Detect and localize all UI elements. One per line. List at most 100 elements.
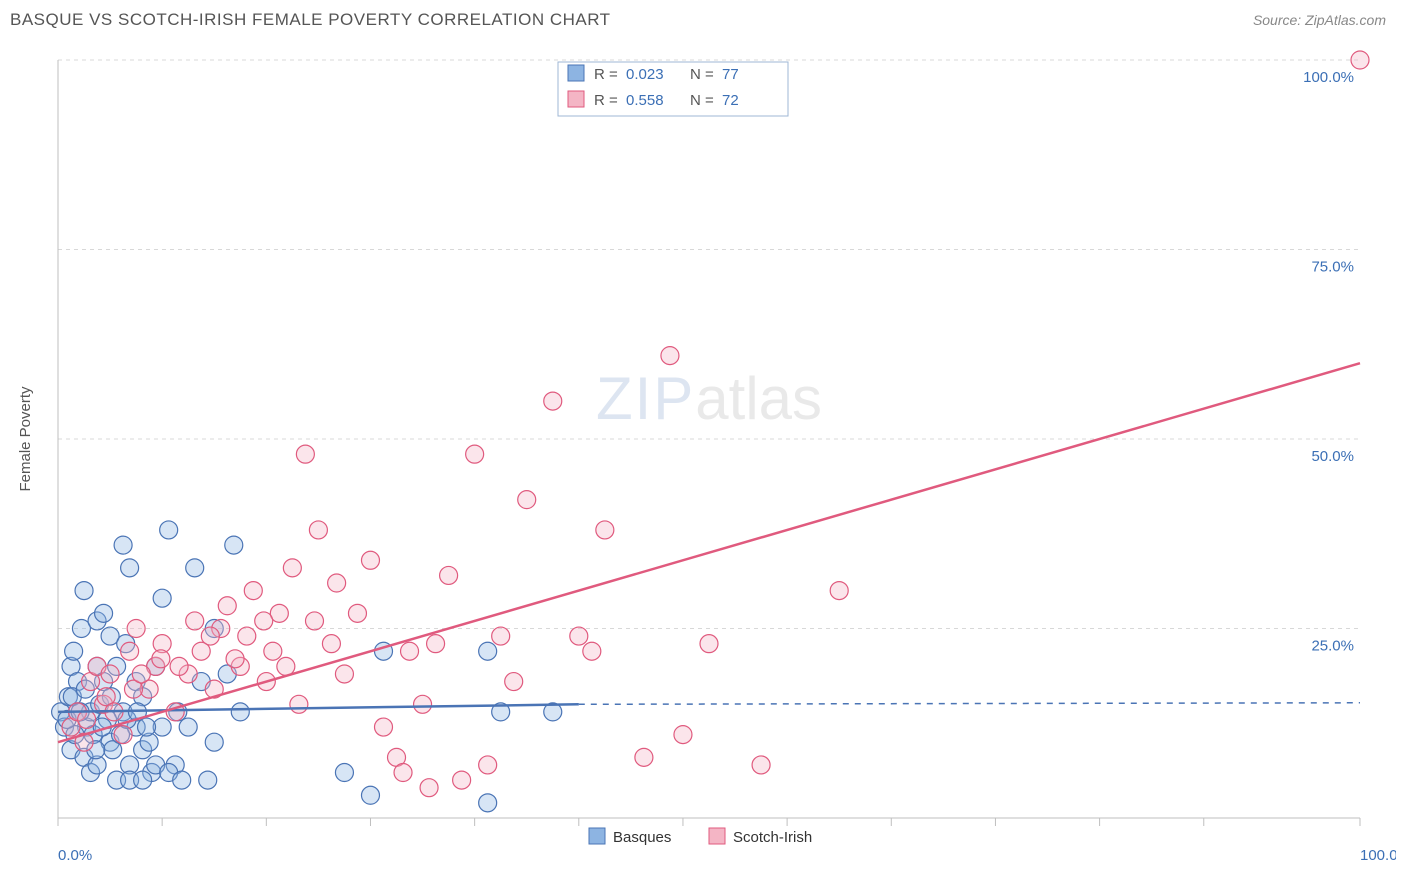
stats-N-label: N =: [690, 66, 714, 83]
data-point: [218, 597, 236, 615]
data-point: [375, 718, 393, 736]
x-tick-label: 100.0%: [1360, 847, 1396, 864]
y-tick-label: 50.0%: [1311, 448, 1354, 465]
data-point: [335, 764, 353, 782]
stats-R-value: 0.023: [626, 66, 664, 83]
trend-line: [58, 363, 1360, 742]
data-point: [226, 650, 244, 668]
data-point: [348, 604, 366, 622]
y-tick-label: 75.0%: [1311, 259, 1354, 276]
data-point: [296, 445, 314, 463]
data-point: [170, 657, 188, 675]
y-axis-label: Female Poverty: [17, 386, 34, 492]
data-point: [453, 771, 471, 789]
data-point: [255, 612, 273, 630]
data-point: [394, 764, 412, 782]
trend-line-extrapolated: [579, 703, 1360, 705]
chart-title: BASQUE VS SCOTCH-IRISH FEMALE POVERTY CO…: [10, 10, 611, 30]
data-point: [322, 635, 340, 653]
legend-swatch: [709, 828, 725, 844]
y-tick-label: 100.0%: [1303, 69, 1354, 86]
data-point: [160, 521, 178, 539]
data-point: [505, 673, 523, 691]
data-point: [114, 726, 132, 744]
source-label: Source: ZipAtlas.com: [1253, 12, 1386, 28]
data-point: [114, 536, 132, 554]
data-point: [830, 582, 848, 600]
data-point: [752, 756, 770, 774]
data-point: [492, 627, 510, 645]
data-point: [544, 392, 562, 410]
data-point: [138, 718, 156, 736]
stats-legend-box: [558, 62, 788, 116]
data-point: [277, 657, 295, 675]
data-point: [186, 559, 204, 577]
data-point: [121, 642, 139, 660]
data-point: [479, 756, 497, 774]
data-point: [328, 574, 346, 592]
y-tick-label: 25.0%: [1311, 638, 1354, 655]
legend-swatch: [589, 828, 605, 844]
data-point: [361, 786, 379, 804]
data-point: [305, 612, 323, 630]
data-point: [414, 695, 432, 713]
data-point: [205, 733, 223, 751]
correlation-scatter-chart: 25.0% 50.0% 75.0% 100.0% ZIPatlas 0.0% 100.0% F…: [10, 40, 1396, 882]
data-point: [309, 521, 327, 539]
data-point: [479, 642, 497, 660]
stats-N-label: N =: [690, 92, 714, 109]
data-point: [225, 536, 243, 554]
stats-N-value: 77: [722, 66, 739, 83]
data-point: [244, 582, 262, 600]
data-point: [401, 642, 419, 660]
data-point: [95, 604, 113, 622]
chart-container: 25.0% 50.0% 75.0% 100.0% ZIPatlas 0.0% 100.0% F…: [10, 40, 1396, 882]
data-point: [78, 710, 96, 728]
data-point: [201, 627, 219, 645]
data-point: [283, 559, 301, 577]
data-point: [518, 491, 536, 509]
data-point: [427, 635, 445, 653]
data-point: [335, 665, 353, 683]
data-point: [466, 445, 484, 463]
data-point: [152, 650, 170, 668]
data-point: [199, 771, 217, 789]
data-point: [596, 521, 614, 539]
data-point: [1351, 51, 1369, 69]
data-point: [635, 748, 653, 766]
data-point: [134, 771, 152, 789]
watermark: ZIPatlas: [596, 365, 822, 432]
data-point: [440, 566, 458, 584]
data-point: [361, 551, 379, 569]
data-point: [700, 635, 718, 653]
x-tick-label: 0.0%: [58, 847, 92, 864]
data-point: [290, 695, 308, 713]
data-point: [479, 794, 497, 812]
header: BASQUE VS SCOTCH-IRISH FEMALE POVERTY CO…: [0, 0, 1406, 36]
legend-swatch: [568, 91, 584, 107]
data-point: [186, 612, 204, 630]
stats-R-label: R =: [594, 66, 618, 83]
data-point: [75, 582, 93, 600]
data-point: [570, 627, 588, 645]
stats-R-value: 0.558: [626, 92, 664, 109]
data-point: [132, 665, 150, 683]
data-point: [179, 718, 197, 736]
data-point: [264, 642, 282, 660]
data-point: [173, 771, 191, 789]
legend-label: Basques: [613, 829, 671, 846]
data-point: [674, 726, 692, 744]
data-point: [238, 627, 256, 645]
data-point: [101, 665, 119, 683]
stats-R-label: R =: [594, 92, 618, 109]
stats-N-value: 72: [722, 92, 739, 109]
data-point: [127, 620, 145, 638]
data-point: [65, 642, 83, 660]
data-point: [153, 589, 171, 607]
data-point: [231, 703, 249, 721]
legend-label: Scotch-Irish: [733, 829, 812, 846]
data-point: [420, 779, 438, 797]
data-point: [661, 347, 679, 365]
data-point: [583, 642, 601, 660]
legend-swatch: [568, 65, 584, 81]
